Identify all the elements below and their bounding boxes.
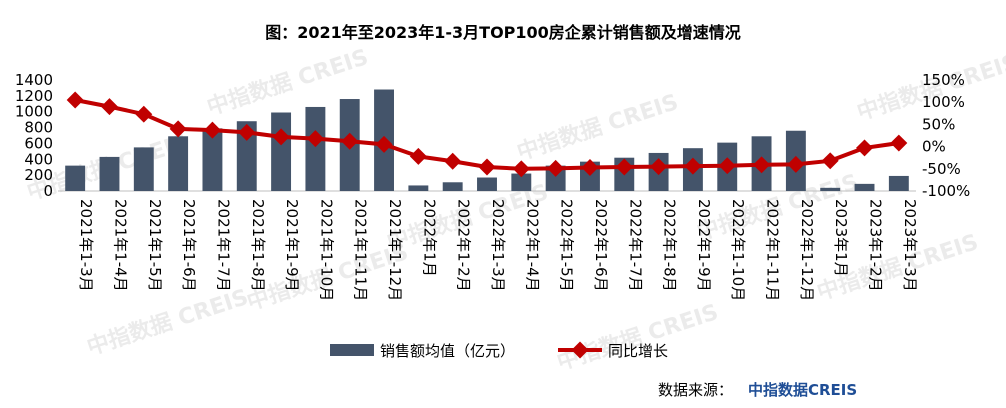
right-tick-label: 0% [922, 138, 946, 156]
x-tick-label: 2021年1-6月 [180, 199, 198, 292]
bar [168, 136, 189, 191]
line-point [272, 128, 290, 146]
bar-series [65, 89, 909, 191]
line-point [512, 160, 530, 178]
x-tick-label: 2022年1-6月 [592, 199, 610, 292]
bar [99, 156, 120, 191]
x-tick-label: 2022年1-7月 [626, 199, 644, 292]
line-point [821, 152, 839, 170]
line-series [66, 91, 908, 178]
line-point [615, 158, 633, 176]
line-point [787, 155, 805, 173]
watermark-text: 中指数据 CREIS [554, 299, 722, 376]
line-point [444, 152, 462, 170]
line-point [753, 156, 771, 174]
watermark-text: 中指数据 CREIS [84, 284, 252, 361]
line-point [66, 91, 84, 109]
x-tick-label: 2022年1-12月 [798, 199, 816, 301]
line-point [547, 159, 565, 177]
x-tick-label: 2021年1-10月 [317, 199, 335, 301]
x-tick-label: 2023年1-3月 [901, 199, 919, 292]
x-tick-label: 2023年1月 [832, 199, 850, 277]
bar [133, 147, 154, 191]
left-tick-label: 800 [24, 119, 53, 137]
legend-bar-label: 销售额均值（亿元） [380, 342, 515, 360]
bar [888, 175, 909, 191]
line-point [203, 121, 221, 139]
x-tick-label: 2022年1-2月 [455, 199, 473, 292]
x-tick-label: 2021年1-11月 [352, 199, 370, 301]
line-point [341, 132, 359, 150]
x-tick-label: 2023年1-2月 [867, 199, 885, 292]
source-brand: 中指数据CREIS [748, 381, 857, 399]
left-tick-label: 1400 [15, 71, 53, 89]
bar [408, 185, 429, 191]
line-point [890, 134, 908, 152]
x-tick-label: 2022年1-11月 [764, 199, 782, 301]
left-tick-label: 1200 [15, 87, 53, 105]
line-point [409, 147, 427, 165]
right-tick-label: -100% [922, 182, 970, 200]
bar [271, 112, 292, 191]
x-tick-label: 2022年1-3月 [489, 199, 507, 292]
line-point [856, 139, 874, 157]
line-point [306, 130, 324, 148]
x-tick-label: 2022年1-10月 [729, 199, 747, 301]
line-point [135, 105, 153, 123]
x-tick-label: 2021年1-7月 [214, 199, 232, 292]
growth-line [74, 98, 900, 171]
line-point [684, 157, 702, 175]
left-tick-label: 0 [43, 182, 53, 200]
x-tick-labels: 2021年1-3月 2021年1-4月 2021年1-5月 2021年1-6月 2021… [77, 199, 919, 301]
x-tick-label: 2022年1-9月 [695, 199, 713, 292]
line-point [100, 98, 118, 116]
legend-line-marker [571, 341, 589, 359]
legend-bar-swatch [330, 344, 374, 356]
bar [511, 173, 532, 191]
line-point [581, 158, 599, 176]
x-tick-label: 2022年1-8月 [661, 199, 679, 292]
bar [202, 128, 223, 191]
left-tick-label: 400 [24, 150, 53, 168]
source-label: 数据来源： [658, 381, 733, 399]
bar [477, 177, 497, 191]
source-note: 数据来源： 中指数据CREIS [658, 381, 857, 399]
line-point [169, 120, 187, 138]
bar [65, 165, 86, 191]
x-tick-label: 2021年1-8月 [249, 199, 267, 292]
bar [854, 183, 875, 191]
left-tick-label: 200 [24, 166, 53, 184]
x-tick-label: 2022年1-5月 [558, 199, 576, 292]
bar [820, 187, 841, 191]
x-tick-label: 2022年1月 [420, 199, 438, 277]
right-tick-label: 150% [922, 71, 965, 89]
x-tick-label: 2022年1-4月 [523, 199, 541, 292]
left-tick-label: 600 [24, 134, 53, 152]
right-tick-label: 100% [922, 93, 965, 111]
bar [236, 121, 257, 191]
chart-title: 图：2021年至2023年1-3月TOP100房企累计销售额及增速情况 [265, 23, 741, 42]
x-tick-label: 2021年1-3月 [77, 199, 95, 292]
line-point [650, 158, 668, 176]
legend: 销售额均值（亿元） 同比增长 [330, 341, 668, 360]
line-point [718, 157, 736, 175]
x-tick-label: 2021年1-5月 [146, 199, 164, 292]
x-tick-label: 2021年1-9月 [283, 199, 301, 292]
right-tick-label: -50% [922, 160, 961, 178]
legend-line-label: 同比增长 [608, 342, 668, 360]
bar [305, 106, 326, 191]
line-point [375, 135, 393, 153]
right-tick-label: 50% [922, 115, 955, 133]
bar [545, 165, 566, 191]
line-point [478, 158, 496, 176]
x-tick-label: 2021年1-12月 [386, 199, 404, 301]
x-tick-label: 2021年1-4月 [111, 199, 129, 292]
bar [442, 182, 463, 191]
left-tick-label: 1000 [15, 103, 53, 121]
